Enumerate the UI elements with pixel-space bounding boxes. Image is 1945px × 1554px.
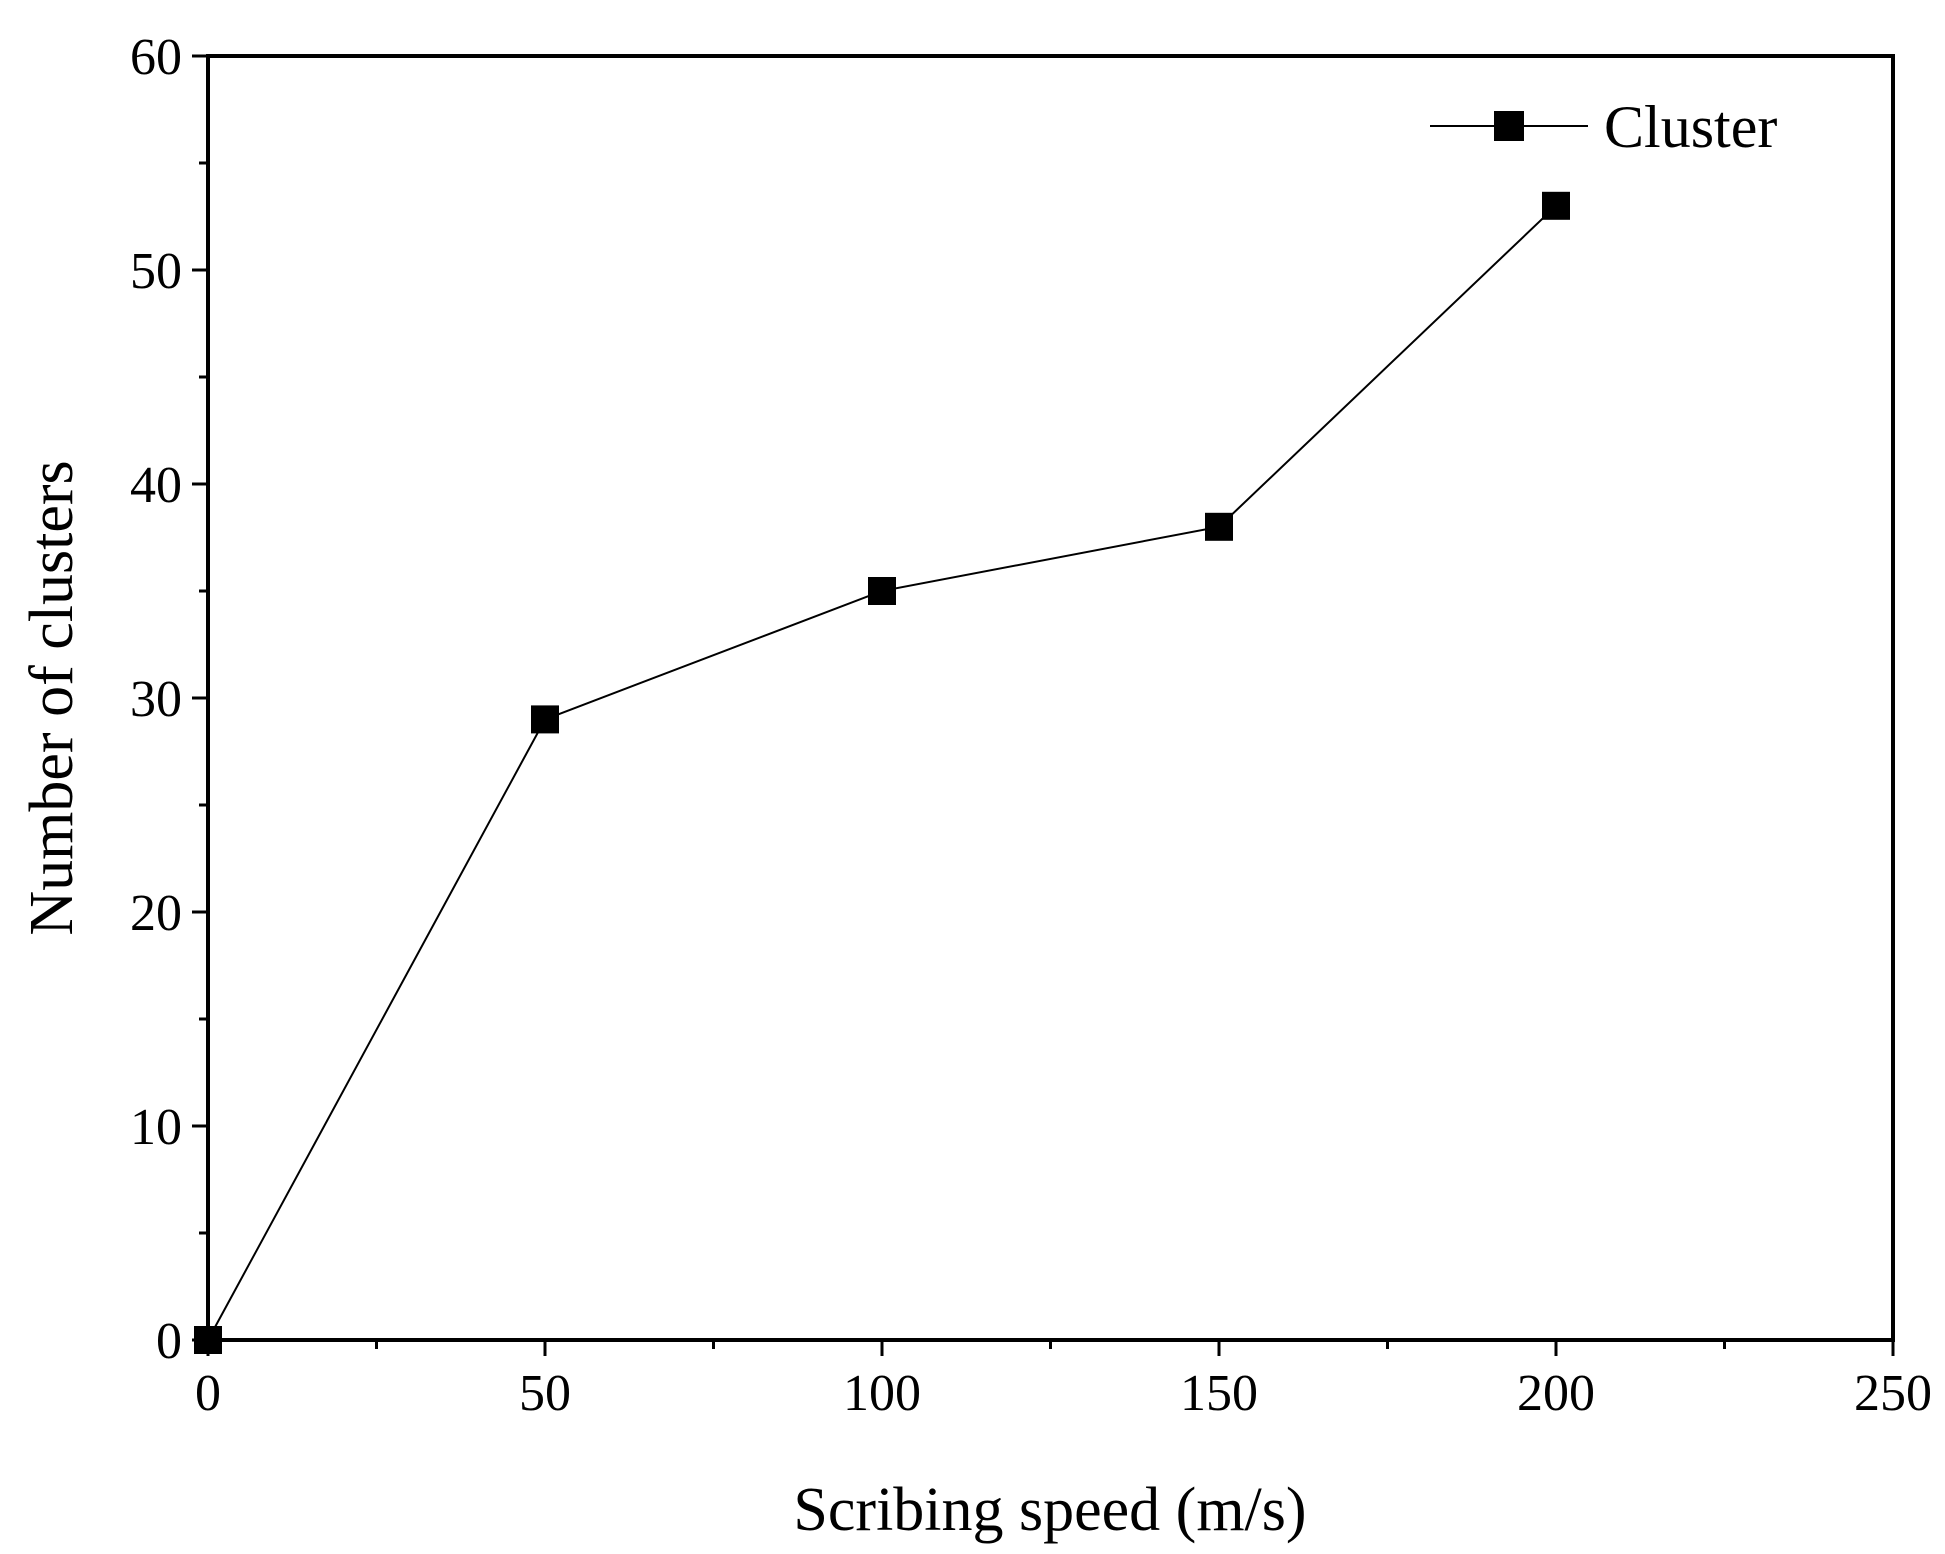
x-tick-label: 50 [519, 1365, 571, 1422]
series-layer [194, 191, 1570, 1354]
data-point [1205, 512, 1233, 541]
y-tick-label: 30 [130, 671, 182, 728]
series-line-cluster [207, 205, 1557, 1341]
data-point [868, 577, 896, 605]
y-tick-label: 0 [156, 1313, 182, 1370]
legend-marker [1494, 111, 1524, 141]
y-tick-label: 60 [130, 29, 182, 86]
y-axis-ticks: 0 10 20 30 40 50 60 [130, 29, 208, 1370]
x-tick-label: 250 [1854, 1365, 1932, 1422]
x-tick-label: 150 [1180, 1365, 1258, 1422]
legend-label: Cluster [1604, 94, 1777, 160]
x-tick-label: 100 [843, 1365, 921, 1422]
x-axis-title: Scribing speed (m/s) [793, 1476, 1306, 1544]
y-tick-label: 40 [130, 457, 182, 514]
data-point [194, 1326, 222, 1354]
data-point [1542, 191, 1570, 220]
plot-frame [206, 54, 1895, 1342]
legend: Cluster [1430, 94, 1777, 160]
x-tick-label: 0 [195, 1365, 221, 1422]
y-tick-label: 20 [130, 885, 182, 942]
x-axis-ticks: 0 50 100 150 200 250 [195, 1340, 1932, 1422]
y-axis-title: Number of clusters [18, 460, 86, 935]
x-tick-label: 200 [1517, 1365, 1595, 1422]
data-point [531, 705, 559, 734]
y-tick-label: 50 [130, 243, 182, 300]
y-tick-label: 10 [130, 1099, 182, 1156]
